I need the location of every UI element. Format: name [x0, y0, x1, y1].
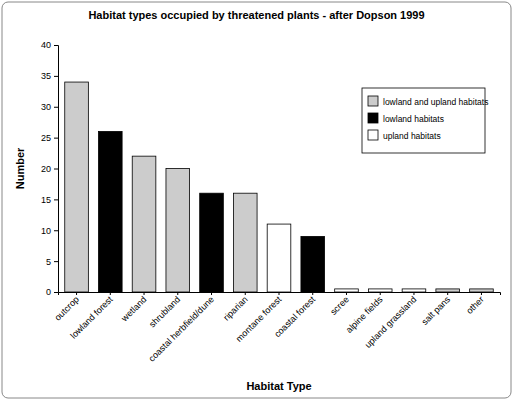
x-tick-mark	[211, 292, 212, 295]
bar	[335, 289, 359, 292]
y-axis-line	[54, 46, 59, 293]
y-tick: 35	[41, 71, 58, 81]
x-tick-label: other	[464, 294, 486, 316]
legend: lowland and upland habitats lowland habit…	[362, 88, 488, 153]
y-tick-label: 35	[41, 71, 51, 81]
y-tick: 40	[41, 40, 58, 50]
x-tick-mark	[279, 292, 280, 295]
legend-swatch	[368, 96, 378, 106]
plot: 0 5 10 15 20 25 30 35 40 outcroplowland forestwet…	[41, 40, 501, 363]
y-tick-label: 25	[41, 133, 51, 143]
legend-label: lowland habitats	[383, 114, 444, 124]
y-tick-mark	[54, 261, 58, 262]
y-tick-mark	[54, 138, 58, 139]
x-tick: lowland forest	[68, 292, 115, 341]
x-tick-mark	[76, 292, 77, 295]
bar	[301, 236, 325, 292]
y-tick-label: 20	[41, 164, 51, 174]
legend-swatch	[368, 130, 378, 140]
y-tick-label: 30	[41, 102, 51, 112]
x-tick: upland grassland	[363, 292, 419, 350]
bar	[402, 289, 426, 292]
x-tick: coastal forest	[272, 292, 317, 339]
x-tick-mark	[312, 292, 313, 295]
x-tick: scree	[328, 292, 351, 317]
bar	[132, 156, 156, 292]
x-axis: outcroplowland forestwetlandshrublandcoa…	[53, 292, 501, 364]
x-tick-mark	[144, 292, 145, 295]
y-tick-mark	[54, 45, 58, 46]
bar	[267, 224, 291, 292]
x-tick: coastal herbfield/dune	[147, 292, 216, 364]
y-tick-mark	[54, 199, 58, 200]
x-tick-mark	[413, 292, 414, 295]
x-tick-label: coastal herbfield/dune	[147, 294, 216, 363]
x-axis-line	[59, 293, 501, 296]
x-tick-mark	[481, 292, 482, 295]
y-axis: 0 5 10 15 20 25 30 35 40	[41, 40, 59, 297]
x-tick: shrubland	[147, 292, 182, 329]
x-tick: wetland	[119, 292, 149, 324]
bar	[166, 169, 190, 293]
bar	[98, 131, 122, 292]
bar	[436, 289, 460, 292]
x-tick-label: wetland	[119, 294, 149, 324]
x-tick: salt pans	[420, 292, 453, 327]
x-tick-label: riparian	[221, 294, 249, 322]
x-tick-label: scree	[328, 294, 351, 317]
y-tick-label: 10	[41, 226, 51, 236]
y-tick: 10	[41, 226, 58, 236]
y-tick: 20	[41, 164, 58, 174]
y-tick: 5	[46, 257, 58, 267]
chart-frame	[2, 2, 511, 398]
legend-swatch	[368, 113, 378, 123]
y-tick-mark	[54, 169, 58, 170]
x-tick-label: coastal forest	[272, 294, 317, 339]
x-axis-title: Habitat Type	[246, 380, 311, 392]
y-tick: 15	[41, 195, 58, 205]
y-tick: 25	[41, 133, 58, 143]
x-tick-label: lowland forest	[68, 294, 115, 341]
y-tick-mark	[54, 76, 58, 77]
legend-label: upland habitats	[383, 131, 441, 141]
y-axis-title: Number	[14, 147, 26, 189]
x-tick-mark	[380, 292, 381, 295]
y-tick: 30	[41, 102, 58, 112]
y-tick-label: 5	[46, 257, 51, 267]
x-tick-label: outcrop	[53, 294, 81, 322]
x-tick-mark	[110, 292, 111, 295]
x-tick-mark	[447, 292, 448, 295]
chart: Habitat types occupied by threatened pla…	[0, 0, 513, 400]
x-tick: other	[464, 292, 486, 316]
x-tick-mark	[177, 292, 178, 295]
x-tick-mark	[245, 292, 246, 295]
x-tick: outcrop	[53, 292, 81, 323]
y-tick-mark	[54, 230, 58, 231]
bar	[470, 289, 494, 292]
bar	[65, 82, 89, 292]
y-tick-label: 40	[41, 40, 51, 50]
x-tick-label: salt pans	[420, 294, 453, 327]
x-tick-label: shrubland	[147, 294, 182, 329]
y-tick-label: 0	[46, 287, 51, 297]
legend-label: lowland and upland habitats	[383, 97, 488, 107]
bars	[65, 82, 494, 292]
chart-title: Habitat types occupied by threatened pla…	[88, 9, 424, 21]
x-tick-label: upland grassland	[363, 294, 419, 350]
y-tick-mark	[54, 107, 58, 108]
x-tick-mark	[346, 292, 347, 295]
x-tick: riparian	[221, 292, 249, 323]
y-tick-mark	[54, 292, 58, 293]
y-tick-label: 15	[41, 195, 51, 205]
y-tick: 0	[46, 287, 58, 297]
bar	[200, 193, 224, 292]
bar	[233, 193, 257, 292]
bar	[368, 289, 392, 292]
